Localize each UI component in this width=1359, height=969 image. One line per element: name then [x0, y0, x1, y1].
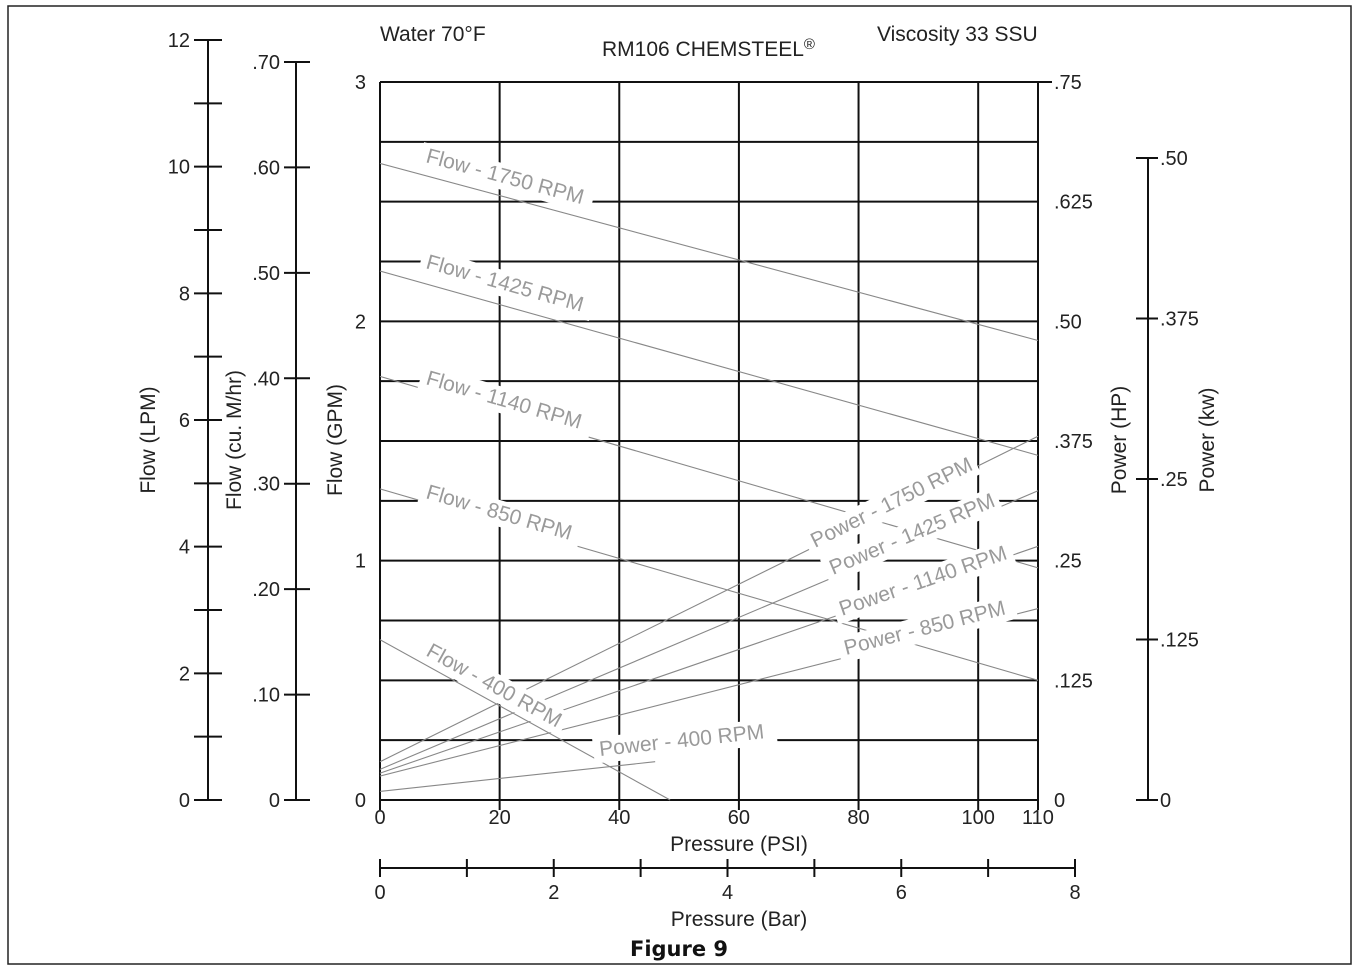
label-backdrop [417, 364, 596, 439]
m3h-tick-label: .70 [252, 52, 280, 74]
chart-grid [379, 81, 1052, 801]
x-axis-label: Pressure (PSI) [670, 833, 808, 856]
bar-tick-label: 6 [896, 882, 907, 904]
flow-curve-label-group: Flow - 1140 RPM [417, 364, 596, 439]
y-axis-tick-label-hp: .75 [1054, 72, 1082, 94]
figure-border [7, 5, 1352, 965]
y-axis-label-m3h: Flow (cu. M/hr) [223, 370, 246, 510]
y-axis-tick-label-hp: .375 [1054, 431, 1093, 453]
x-axis-tick-label: 40 [608, 807, 630, 829]
x2-axis-label: Pressure (Bar) [671, 908, 808, 931]
x-axis-tick-label: 100 [961, 807, 994, 829]
lpm-tick-label: 0 [179, 790, 190, 812]
x-axis-tick-label: 20 [489, 807, 511, 829]
lpm-tick-label: 10 [168, 157, 190, 179]
flow-curve-label: Flow - 1750 RPM [424, 145, 587, 209]
label-backdrop [416, 635, 571, 737]
x-axis-tick-label: 0 [374, 807, 385, 829]
chart-series-labels: Flow - 1750 RPM Flow - 1425 RPM Flow - 114… [416, 142, 1019, 764]
m3h-tick-label: .10 [252, 685, 280, 707]
kw-tick-label: .125 [1160, 630, 1199, 652]
label-backdrop [417, 478, 584, 550]
m3h-tick-label: .20 [252, 579, 280, 601]
kw-tick-label: .375 [1160, 309, 1199, 331]
chart-title-mark: ® [804, 36, 815, 53]
y-axis-tick-label-hp: 0 [1054, 790, 1065, 812]
y-axis-tick-label-gpm: 3 [355, 72, 366, 94]
flow-curve [379, 162, 1039, 342]
y-axis-label-hp: Power (HP) [1108, 386, 1131, 495]
label-backdrop [801, 450, 982, 557]
m3h-tick-label: 0 [269, 790, 280, 812]
y-axis-label-lpm: Flow (LPM) [137, 386, 160, 493]
label-backdrop [835, 593, 1019, 664]
figure-caption: Figure 9 [630, 937, 728, 961]
lpm-tick-label: 6 [179, 410, 190, 432]
chart-axes: 0 20 40 60 80 100 11001230.125.25.375.50.625.7… [168, 30, 1199, 904]
m3h-tick-label: .30 [252, 474, 280, 496]
flow-curve [379, 639, 671, 801]
y-axis-tick-label-hp: .125 [1054, 670, 1093, 692]
x-axis-tick-label: 80 [847, 807, 869, 829]
condition-viscosity: Viscosity 33 SSU [877, 23, 1038, 46]
lpm-tick-label: 2 [179, 663, 190, 685]
bar-tick-label: 2 [548, 882, 559, 904]
chart-title-text: RM106 CHEMSTEEL [602, 38, 804, 61]
y-axis-tick-label-hp: .50 [1054, 311, 1082, 333]
flow-curve-label: Flow - 400 RPM [423, 639, 566, 732]
label-backdrop [820, 486, 1004, 584]
kw-tick-label: .50 [1160, 148, 1188, 170]
power-curve [379, 761, 656, 792]
lpm-tick-label: 4 [179, 537, 190, 559]
y-axis-tick-label-gpm: 0 [355, 790, 366, 812]
lpm-tick-label: 12 [168, 30, 190, 52]
label-backdrop [417, 142, 597, 214]
label-backdrop [830, 538, 1017, 625]
lpm-tick-label: 8 [179, 283, 190, 305]
bar-tick-label: 8 [1069, 882, 1080, 904]
m3h-tick-label: .40 [252, 368, 280, 390]
flow-curve-label: Flow - 1140 RPM [424, 367, 585, 434]
label-backdrop [417, 248, 596, 322]
y-axis-tick-label-hp: .25 [1054, 551, 1082, 573]
x-axis-tick-label: 60 [728, 807, 750, 829]
m3h-tick-label: .50 [252, 263, 280, 285]
m3h-tick-label: .60 [252, 157, 280, 179]
flow-curve [379, 270, 1039, 456]
x-axis-tick-label: 110 [1022, 807, 1054, 829]
bar-tick-label: 4 [722, 882, 733, 904]
bar-tick-label: 0 [374, 882, 385, 904]
y-axis-tick-label-gpm: 2 [355, 311, 366, 333]
kw-tick-label: 0 [1160, 790, 1171, 812]
power-curve-label: Power - 400 RPM [598, 720, 765, 761]
kw-tick-label: .25 [1160, 469, 1188, 491]
y-axis-label-gpm: Flow (GPM) [324, 384, 347, 496]
condition-fluid: Water 70°F [380, 23, 486, 46]
y-axis-tick-label-hp: .625 [1054, 192, 1093, 214]
label-backdrop [591, 718, 778, 764]
flow-curve-label-group: Flow - 1750 RPM [417, 142, 597, 214]
flow-curve-label-group: Flow - 1425 RPM [417, 248, 596, 322]
y-axis-label-kw: Power (kw) [1196, 387, 1219, 492]
chart-title: RM106 CHEMSTEEL® [602, 36, 815, 61]
y-axis-tick-label-gpm: 1 [355, 551, 366, 573]
